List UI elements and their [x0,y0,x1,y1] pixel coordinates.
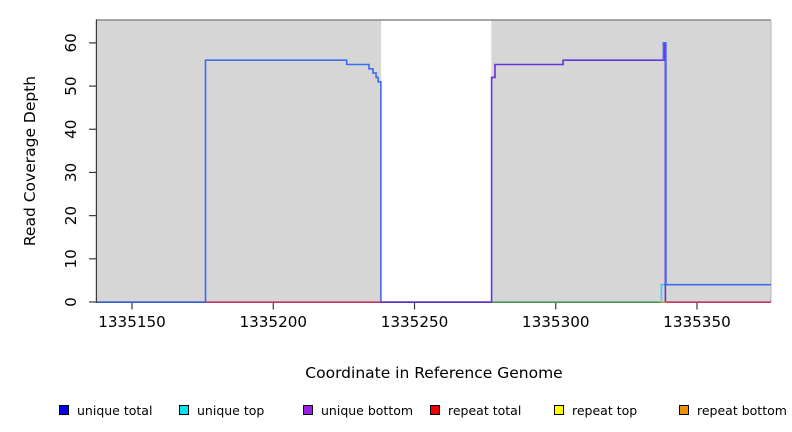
x-tick-label: 1335250 [381,313,449,331]
legend-item-label: repeat bottom [697,402,787,418]
legend-item-label: unique bottom [321,402,414,418]
legend-item-repeat-total: repeat total [430,402,521,418]
legend-item-label: unique total [77,402,153,418]
x-tick-label: 1335200 [239,313,307,331]
series-line-unique-total [662,42,667,285]
x-tick-label: 1335350 [663,313,731,331]
y-tick-label: 60 [62,33,80,52]
legend-swatch-repeat-bottom [679,405,689,415]
legend-item-label: repeat top [572,402,638,418]
x-tick-label: 1335300 [522,313,590,331]
series-line-unique-total [204,59,382,302]
y-tick-label: 10 [62,249,80,268]
y-tick-label: 30 [62,163,80,182]
y-tick-label: 50 [62,76,80,95]
legend-swatch-unique-total [59,405,69,415]
legend-swatch-repeat-top [554,405,564,415]
legend-item-repeat-top: repeat top [554,402,637,418]
legend-item-unique-bottom: unique bottom [303,402,413,418]
y-tick-label: 40 [62,120,80,139]
legend-item-unique-top: unique top [179,402,264,418]
y-tick-label: 0 [62,297,80,307]
x-tick-label: 1335150 [98,313,166,331]
legend-swatch-repeat-total [430,405,440,415]
y-axis-label: Read Coverage Depth [21,75,39,247]
legend: unique total unique top unique bottom re… [0,402,792,420]
x-axis-label: Coordinate in Reference Genome [305,364,563,382]
y-tick-label: 20 [62,206,80,225]
series-line-unique-top [660,283,665,301]
legend-item-unique-total: unique total [59,402,152,418]
no-data-gap [381,20,492,302]
legend-item-repeat-bottom: repeat bottom [679,402,787,418]
legend-swatch-unique-top [179,405,189,415]
legend-item-label: unique top [197,402,265,418]
legend-swatch-unique-bottom [303,405,313,415]
legend-item-label: repeat total [448,402,522,418]
